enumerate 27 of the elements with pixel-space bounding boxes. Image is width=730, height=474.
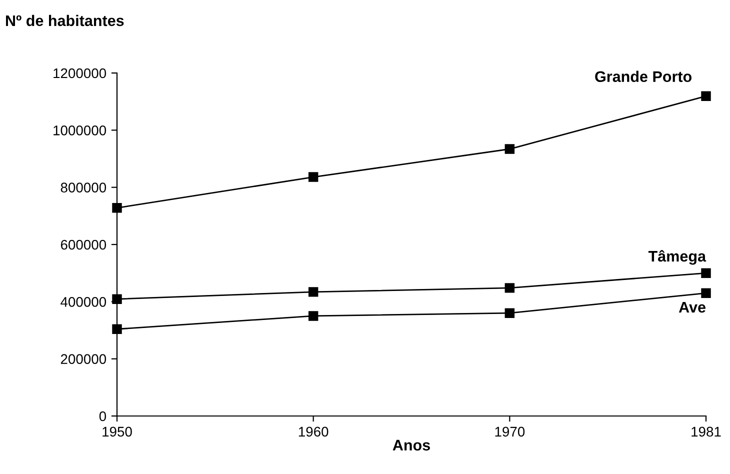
y-axis-title: Nº de habitantes: [6, 14, 124, 26]
y-tick-label: 1200000: [54, 68, 106, 78]
x-axis-title: Anos: [392, 440, 430, 451]
y-tick-label: 600000: [60, 240, 106, 250]
point: [701, 268, 711, 278]
point: [701, 91, 711, 102]
x-tick-label: 1970: [495, 426, 525, 437]
series-label: Grande Porto: [595, 70, 692, 82]
y-tick-label: 400000: [60, 297, 106, 307]
series-label: Ave: [678, 302, 706, 313]
x-tick-label: 1981: [692, 426, 721, 437]
y-tick-label: 1000000: [54, 126, 106, 136]
series-label: Tâmega: [648, 250, 706, 265]
point: [504, 283, 515, 293]
point: [308, 311, 318, 321]
x-tick-label: 1960: [298, 426, 328, 437]
point: [112, 203, 122, 213]
point: [308, 172, 318, 182]
point: [112, 324, 122, 334]
point: [504, 144, 515, 154]
x-tick-label: 1950: [102, 426, 132, 437]
y-tick-label: 800000: [60, 182, 106, 193]
point: [701, 288, 711, 298]
y-tick-label: 200000: [60, 354, 106, 364]
point: [504, 308, 515, 318]
point: [308, 287, 318, 297]
y-tick-label: 0: [99, 411, 106, 422]
